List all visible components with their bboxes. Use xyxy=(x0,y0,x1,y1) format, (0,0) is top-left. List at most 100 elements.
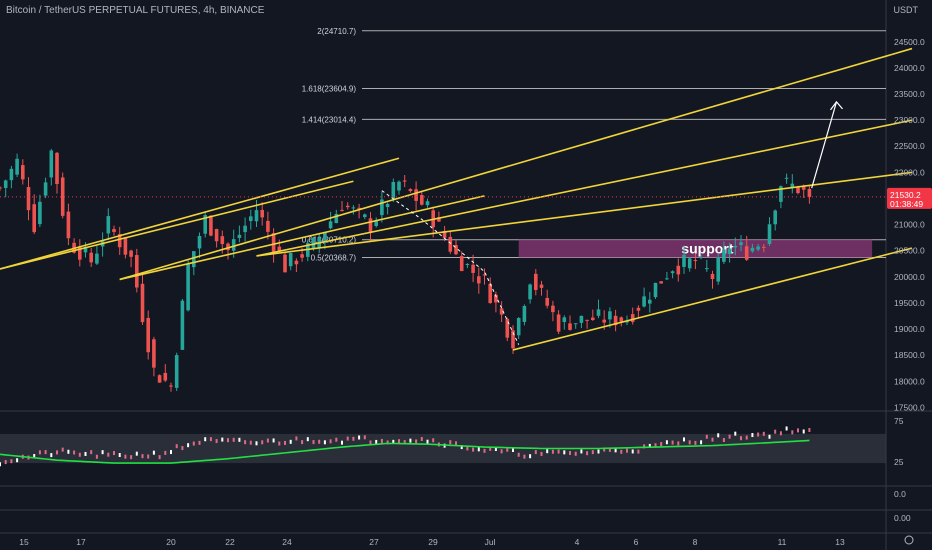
candle-body xyxy=(0,187,2,189)
candle-body xyxy=(226,243,230,251)
time-tick-label: 29 xyxy=(428,537,438,547)
candle-body xyxy=(705,268,709,270)
candle-body xyxy=(163,372,168,381)
candle-body xyxy=(534,273,538,290)
rsi-panel xyxy=(0,426,886,467)
candle-body xyxy=(323,232,327,242)
candle-body xyxy=(38,201,42,225)
price-tick-label: 18000.0 xyxy=(894,376,925,386)
candle-body xyxy=(448,236,453,252)
candle-body xyxy=(117,234,122,248)
candle-body xyxy=(220,236,225,245)
currency-label: USDT xyxy=(893,5,919,15)
candle-body xyxy=(425,201,430,206)
candle-body xyxy=(112,229,116,232)
candle-body xyxy=(288,253,293,267)
support-zone: support xyxy=(518,239,873,258)
price-tick-label: 18500.0 xyxy=(894,350,925,360)
price-tick-label: 24500.0 xyxy=(894,37,925,47)
price-tick-label: 21000.0 xyxy=(894,220,925,230)
candle-body xyxy=(636,307,641,311)
candle-body xyxy=(511,330,515,349)
fib-level-label: 2(24710.7) xyxy=(317,27,356,36)
dashed-projection-path xyxy=(381,190,520,345)
candle-body xyxy=(374,220,378,226)
candle-body xyxy=(779,186,783,202)
candle-body xyxy=(283,254,287,273)
candle-body xyxy=(716,257,720,282)
channel-line xyxy=(512,247,913,351)
candle-body xyxy=(135,255,139,288)
channel-lines xyxy=(0,47,913,351)
candle-body xyxy=(722,249,726,262)
candle-body xyxy=(277,246,282,252)
candle-body xyxy=(579,315,584,323)
candle-body xyxy=(408,189,413,192)
candle-body xyxy=(197,235,202,249)
channel-line xyxy=(256,119,913,257)
price-tick-label: 22000.0 xyxy=(894,167,925,177)
candle-body xyxy=(665,278,669,280)
candle-body xyxy=(551,305,555,313)
candle-body xyxy=(32,204,36,233)
candle-body xyxy=(254,210,259,222)
candle-body xyxy=(334,213,339,224)
candle-body xyxy=(180,300,185,350)
price-tick-label: 20000.0 xyxy=(894,272,925,282)
candle-body xyxy=(60,177,65,216)
fib-level-label: 1.618(23604.9) xyxy=(302,85,357,94)
candle-body xyxy=(596,309,601,316)
channel-line xyxy=(119,47,913,281)
price-tick-label: 22500.0 xyxy=(894,141,925,151)
candle-body xyxy=(676,265,681,275)
price-tick-label: 20500.0 xyxy=(894,246,925,256)
candle-body xyxy=(21,165,25,180)
indicator-tick-label: 0.00 xyxy=(894,513,911,523)
price-tick-label: 23000.0 xyxy=(894,115,925,125)
candle-body xyxy=(368,218,373,232)
price-tick-label: 19500.0 xyxy=(894,298,925,308)
candle-body xyxy=(414,189,418,201)
candle-body xyxy=(522,306,527,322)
indicator-tick-label: 0.0 xyxy=(894,489,906,499)
candle-body xyxy=(482,274,487,276)
candle-body xyxy=(659,281,663,284)
fib-level-label: 1.414(23014.4) xyxy=(302,115,357,124)
candle-body xyxy=(192,251,196,268)
candle-body xyxy=(89,252,93,263)
candle-body xyxy=(625,320,629,323)
axes: 24500.0 24000.0 23500.0 23000.0 22500.0 22000… xyxy=(19,37,932,547)
time-tick-label: 24 xyxy=(282,537,292,547)
indicator-tick-label: 25 xyxy=(894,457,904,467)
candle-body xyxy=(203,215,207,234)
candle-body xyxy=(402,180,407,182)
channel-line xyxy=(0,157,400,270)
candle-body xyxy=(545,297,549,306)
candle-body xyxy=(157,375,162,383)
candle-body xyxy=(169,385,173,387)
candle-body xyxy=(790,183,795,188)
candle-body xyxy=(271,233,276,253)
candle-body xyxy=(756,246,760,250)
candle-body xyxy=(505,318,510,338)
candle-body xyxy=(78,246,82,260)
time-tick-label: 6 xyxy=(634,537,639,547)
channel-line xyxy=(256,171,913,257)
candle-body xyxy=(494,294,498,303)
candle-body xyxy=(568,323,572,330)
candle-body xyxy=(328,221,333,229)
ma-line xyxy=(0,439,810,464)
candle-body xyxy=(653,282,658,298)
candle-body xyxy=(397,181,401,191)
candle-body xyxy=(340,209,344,212)
candle-body xyxy=(750,247,755,252)
candle-body xyxy=(294,260,299,265)
time-tick-label: 22 xyxy=(225,537,235,547)
candle-body xyxy=(762,246,766,248)
candle-body xyxy=(249,216,253,222)
candle-body xyxy=(391,181,396,199)
time-tick-label: Jul xyxy=(485,537,496,547)
candle-body xyxy=(710,273,715,280)
candle-body xyxy=(106,216,111,234)
